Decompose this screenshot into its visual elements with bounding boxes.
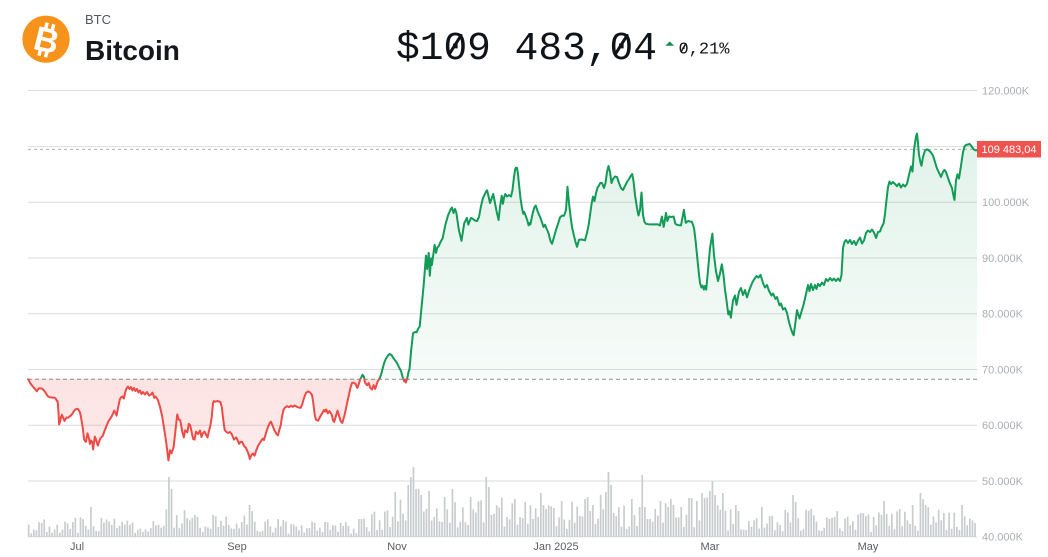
svg-text:0,21%: 0,21%: [679, 40, 731, 59]
svg-text:BTC: BTC: [85, 12, 111, 27]
svg-text:Nov: Nov: [387, 541, 407, 553]
svg-text:120.000K: 120.000K: [982, 85, 1030, 97]
svg-text:100.000K: 100.000K: [982, 197, 1030, 209]
svg-text:70.000K: 70.000K: [982, 364, 1024, 376]
svg-text:90.000K: 90.000K: [982, 253, 1024, 265]
svg-text:Jul: Jul: [70, 541, 84, 553]
svg-text:Sep: Sep: [227, 541, 247, 553]
svg-text:Bitcoin: Bitcoin: [85, 35, 180, 66]
svg-text:May: May: [858, 541, 879, 553]
svg-text:80.000K: 80.000K: [982, 309, 1024, 321]
svg-text:60.000K: 60.000K: [982, 420, 1024, 432]
svg-text:Mar: Mar: [701, 541, 720, 553]
svg-text:$109 483,04: $109 483,04: [396, 26, 657, 71]
svg-text:50.000K: 50.000K: [982, 476, 1024, 488]
svg-text:Jan 2025: Jan 2025: [533, 541, 578, 553]
svg-text:40.000K: 40.000K: [982, 532, 1024, 544]
svg-text:109 483,04: 109 483,04: [981, 144, 1036, 156]
